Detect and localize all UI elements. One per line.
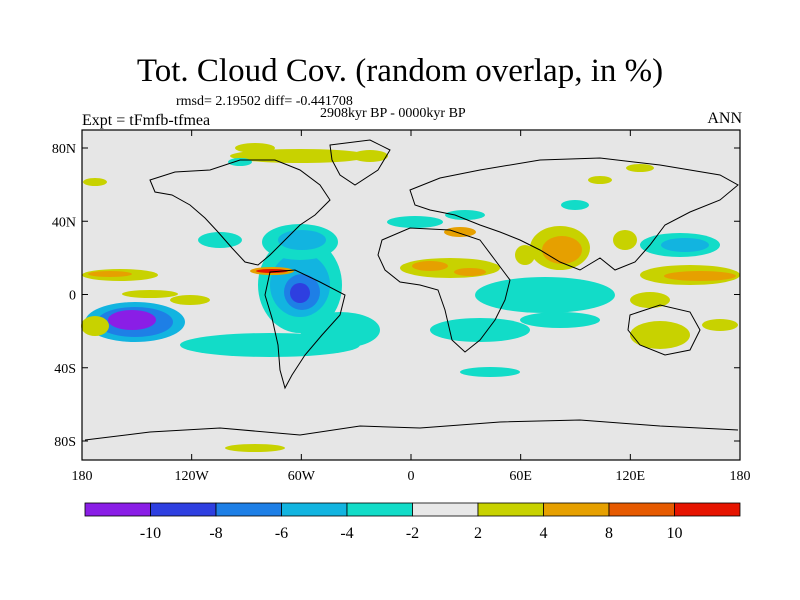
y-axis: 80N 40N 0 40S 80S: [52, 142, 740, 450]
colorbar-swatch: [150, 502, 217, 517]
colorbar-swatch: [412, 502, 479, 517]
colorbar-label: 2: [474, 525, 482, 542]
anomaly-patch: [661, 238, 709, 252]
coastline-eurasia: [409, 157, 739, 271]
coastline-greenland: [329, 139, 391, 186]
x-axis: 180 120W 60W 0 60E 120E 180: [72, 130, 751, 484]
coastlines: [84, 139, 739, 441]
x-tick-label: 60W: [288, 469, 316, 484]
colorbar-swatch: [674, 502, 741, 517]
y-tick-label: 80S: [54, 435, 76, 450]
x-tick-label: 120E: [616, 469, 646, 484]
colorbar-label: -6: [275, 525, 288, 542]
experiment-label: Expt = tFmfb-tfmea: [82, 112, 211, 129]
anomaly-patch: [460, 367, 520, 377]
anomaly-patch: [198, 232, 242, 248]
anomaly-patch: [170, 295, 210, 305]
colorbar-swatch: [608, 502, 675, 517]
anomaly-patch: [387, 216, 443, 228]
anomaly-patch: [412, 261, 448, 271]
colorbar-swatch: [281, 502, 348, 517]
y-tick-label: 0: [69, 289, 76, 304]
colorbar-label: -2: [406, 525, 419, 542]
anomaly-field: [81, 143, 740, 452]
colorbar-swatch: [84, 502, 151, 517]
colorbar-label: 4: [540, 525, 548, 542]
anomaly-patch: [454, 268, 486, 276]
map-background: [82, 130, 740, 460]
anomaly-patch: [228, 158, 252, 166]
anomaly-patch: [444, 227, 476, 237]
anomaly-patch: [588, 176, 612, 184]
time-period-label: 2908kyr BP - 0000kyr BP: [320, 106, 466, 121]
rmsd-diff-stats: rmsd= 2.19502 diff= -0.441708: [176, 94, 353, 109]
anomaly-patch: [300, 312, 380, 348]
anomaly-patch: [664, 271, 736, 281]
anomaly-patch: [561, 200, 589, 210]
colorbar-swatch: [477, 502, 544, 517]
map-panel: [81, 129, 741, 461]
anomaly-patch: [352, 150, 388, 162]
coastline-north-america: [149, 159, 331, 266]
anomaly-patch: [235, 143, 275, 153]
x-tick-label: 60E: [509, 469, 532, 484]
y-tick-label: 40S: [54, 362, 76, 377]
anomaly-patch: [430, 318, 530, 342]
y-tick-label: 40N: [52, 215, 76, 230]
anomaly-patch: [83, 178, 107, 186]
anomaly-patch: [290, 283, 310, 303]
anomaly-patch: [630, 292, 670, 308]
x-tick-label: 0: [408, 469, 415, 484]
plot-title: Tot. Cloud Cov. (random overlap, in %): [136, 53, 664, 89]
anomaly-patch: [108, 310, 156, 330]
coastline-south-america: [264, 269, 346, 390]
colorbar-swatch: [346, 502, 413, 517]
anomaly-patch: [225, 444, 285, 452]
x-tick-label: 120W: [175, 469, 210, 484]
anomaly-patch: [122, 290, 178, 298]
x-tick-label: 180: [72, 469, 93, 484]
colorbar-label: -8: [209, 525, 222, 542]
coastline-australia: [627, 304, 701, 356]
anomaly-patch: [81, 316, 109, 336]
anomaly-patch: [626, 164, 654, 172]
colorbar-label: -10: [140, 525, 161, 542]
anomaly-patch: [515, 245, 535, 265]
anomaly-patch: [542, 236, 582, 264]
anomaly-patch: [630, 321, 690, 349]
colorbar: -10 -8 -6 -4 -2 2 4 8 10: [84, 502, 741, 542]
anomaly-patch: [256, 269, 288, 273]
colorbar-label: 10: [667, 525, 683, 542]
season-label: ANN: [707, 110, 742, 127]
anomaly-patch: [445, 210, 485, 220]
colorbar-swatch: [215, 502, 282, 517]
colorbar-label: -4: [340, 525, 353, 542]
coastline-antarctica: [84, 419, 739, 441]
anomaly-patch: [475, 277, 615, 313]
colorbar-swatch: [543, 502, 610, 517]
anomaly-patch: [520, 312, 600, 328]
anomaly-patch: [613, 230, 637, 250]
y-tick-label: 80N: [52, 142, 76, 157]
colorbar-label: 8: [605, 525, 613, 542]
coastline-africa: [377, 227, 511, 353]
x-tick-label: 180: [730, 469, 751, 484]
anomaly-patch: [88, 271, 132, 277]
anomaly-patch: [702, 319, 738, 331]
